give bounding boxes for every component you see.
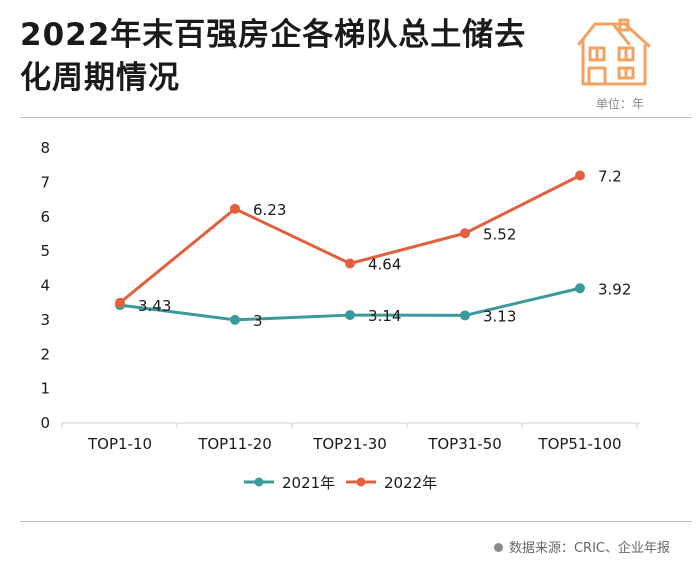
bottom-divider <box>20 521 692 522</box>
house-icon <box>577 18 651 86</box>
data-label: 3.92 <box>598 280 631 298</box>
legend-label: 2021年 <box>282 474 335 492</box>
unit-label: 单位：年 <box>595 97 644 111</box>
y-tick-label: 2 <box>40 345 50 363</box>
legend-swatch-dot <box>356 477 366 487</box>
data-point <box>575 283 585 294</box>
data-point <box>460 310 470 321</box>
y-tick-label: 1 <box>40 380 50 398</box>
data-label: 4.64 <box>368 256 401 274</box>
x-tick-label: TOP31-50 <box>427 435 502 453</box>
data-label: 7.2 <box>598 168 622 186</box>
data-point <box>345 258 355 269</box>
x-tick-label: TOP11-20 <box>197 435 272 453</box>
y-tick-label: 7 <box>40 173 50 191</box>
source-note: 数据来源：CRIC、企业年报 <box>493 537 670 556</box>
legend-swatch-dot <box>254 477 264 487</box>
x-tick-label: TOP51-100 <box>537 435 621 453</box>
x-tick-label: TOP1-10 <box>87 435 152 453</box>
bullet-dot-icon <box>493 543 503 552</box>
y-tick-label: 5 <box>40 242 50 260</box>
data-point <box>230 203 240 214</box>
source-text: 数据来源：CRIC、企业年报 <box>508 541 670 556</box>
data-label: 3.43 <box>138 297 171 315</box>
title-line-2: 化周期情况 <box>20 60 180 96</box>
data-point <box>575 170 585 181</box>
legend-label: 2022年 <box>384 474 437 492</box>
chart-title: 2022年末百强房企各梯队总土储去 化周期情况 <box>20 14 580 100</box>
y-tick-label: 0 <box>40 414 50 432</box>
data-label: 5.52 <box>483 225 516 243</box>
data-point <box>115 297 125 308</box>
y-tick-label: 3 <box>40 311 50 329</box>
data-point <box>230 314 240 325</box>
data-label: 3 <box>253 312 263 330</box>
x-tick-label: TOP21-30 <box>312 435 387 453</box>
y-tick-label: 4 <box>40 277 50 295</box>
title-line-1: 2022年末百强房企各梯队总土储去 <box>20 17 527 53</box>
y-tick-label: 8 <box>40 139 50 157</box>
data-label: 3.14 <box>368 307 401 325</box>
top-divider <box>20 117 692 118</box>
data-point <box>460 228 470 239</box>
data-label: 3.13 <box>483 307 516 325</box>
data-label: 6.23 <box>253 201 286 219</box>
y-tick-label: 6 <box>40 208 50 226</box>
data-point <box>345 310 355 321</box>
